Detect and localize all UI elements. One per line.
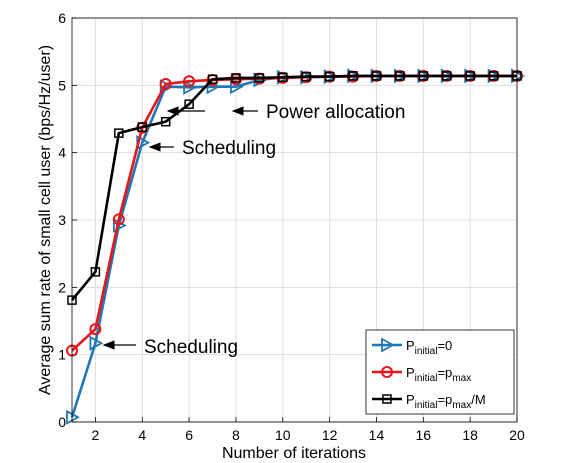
data-point-square	[207, 74, 218, 85]
data-point-square	[231, 73, 241, 83]
y-tick-label: 2	[58, 279, 66, 295]
data-point-square	[278, 72, 288, 83]
legend-label-part: max	[452, 400, 471, 411]
data-point-triangle	[89, 335, 104, 351]
annotation-text: Scheduling	[144, 337, 238, 358]
data-point-square	[254, 73, 265, 83]
data-point-square	[395, 71, 405, 81]
legend-label-part: initial	[415, 346, 438, 357]
data-point-triangle	[66, 409, 80, 425]
y-tick-label: 6	[58, 10, 66, 26]
legend-entry-3: Pinitial=pmax/M	[372, 392, 486, 411]
x-tick-label: 4	[138, 427, 146, 443]
y-tick-label: 1	[58, 347, 66, 363]
annotations: Power allocation Scheduling Scheduling	[102, 102, 405, 358]
y-tick-label: 0	[58, 414, 66, 430]
data-point-triangle	[381, 337, 395, 353]
x-tick-label: 8	[232, 427, 240, 443]
legend-label-part: P	[406, 392, 415, 407]
data-point-square	[418, 71, 429, 81]
data-point-circle	[112, 213, 125, 226]
x-tick-label: 20	[509, 427, 525, 443]
data-point-square	[160, 116, 171, 127]
data-point-square	[348, 71, 358, 81]
x-tick-label: 16	[416, 427, 432, 443]
x-tick-label: 6	[185, 427, 193, 443]
x-tick-label: 12	[322, 427, 338, 443]
plot-frame	[71, 17, 518, 423]
legend-label-part: /M	[471, 392, 485, 407]
data-point-circle	[381, 366, 393, 378]
legend-label-part: =p	[437, 392, 452, 407]
legend-label: Pinitial=pmax/M	[406, 392, 486, 411]
data-point-square	[465, 71, 475, 81]
x-axis-title: Number of iterations	[222, 445, 366, 462]
legend-label-part: =p	[437, 365, 452, 380]
legend-label-part: initial	[415, 400, 438, 411]
data-point-square	[114, 128, 124, 138]
data-point-square	[301, 71, 311, 82]
y-tick-label: 3	[58, 212, 66, 228]
legend-label-part: max	[452, 373, 471, 384]
data-point-square	[184, 99, 194, 109]
x-tick-label: 18	[462, 427, 478, 443]
data-point-square	[441, 71, 452, 81]
series-3	[67, 71, 522, 305]
legend-label-part: P	[406, 338, 415, 353]
y-tick-label: 4	[58, 145, 66, 161]
legend-label-part: P	[406, 365, 415, 380]
data-point-circle	[159, 77, 172, 90]
y-tick-label: 5	[58, 77, 66, 93]
annotation-text: Power allocation	[266, 102, 405, 123]
annotation-text: Scheduling	[182, 138, 276, 159]
data-point-circle	[89, 323, 102, 336]
data-point-circle	[183, 75, 196, 88]
x-tick-label: 2	[92, 427, 100, 443]
data-point-square	[137, 122, 148, 132]
legend-entry-1: Pinitial=0	[372, 337, 452, 357]
x-tick-label: 14	[369, 427, 385, 443]
data-point-triangle	[183, 79, 197, 95]
legend-label: Pinitial=0	[406, 338, 452, 357]
y-axis-title: Average sum rate of small cell user (bps…	[37, 45, 54, 395]
data-point-square	[382, 394, 392, 404]
legend-label-part: initial	[415, 373, 438, 384]
series-group	[66, 68, 525, 425]
legend-label: Pinitial=pmax	[406, 365, 471, 384]
data-point-square	[324, 71, 335, 82]
x-tick-label: 10	[275, 427, 291, 443]
legend-entry-2: Pinitial=pmax	[372, 365, 471, 384]
data-point-square	[488, 71, 499, 81]
data-point-square	[371, 71, 382, 81]
legend-label-part: =0	[437, 338, 452, 353]
data-point-square	[90, 267, 101, 277]
